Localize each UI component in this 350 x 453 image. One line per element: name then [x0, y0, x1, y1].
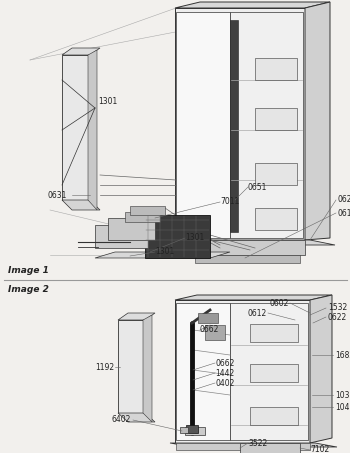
Text: 0631: 0631	[48, 191, 67, 199]
Text: 0602: 0602	[270, 299, 289, 308]
Bar	[180, 427, 188, 433]
Polygon shape	[143, 315, 152, 422]
Bar	[185, 427, 205, 435]
Text: 0662: 0662	[200, 326, 219, 334]
Text: Image 1: Image 1	[8, 266, 49, 275]
Bar	[255, 108, 297, 130]
Polygon shape	[230, 303, 308, 440]
Text: 1682: 1682	[335, 351, 350, 360]
Text: 1032: 1032	[335, 390, 350, 400]
Polygon shape	[95, 252, 230, 258]
Polygon shape	[118, 320, 145, 413]
Polygon shape	[198, 313, 218, 323]
Polygon shape	[145, 215, 210, 258]
Polygon shape	[230, 12, 303, 238]
Polygon shape	[62, 200, 100, 210]
Bar	[255, 58, 297, 80]
Polygon shape	[170, 240, 335, 245]
Bar	[250, 364, 298, 382]
Polygon shape	[195, 255, 300, 263]
Text: 6402: 6402	[112, 415, 131, 424]
Polygon shape	[88, 50, 97, 210]
Text: 0662: 0662	[215, 358, 235, 367]
Text: 1192: 1192	[95, 362, 114, 371]
Text: 0612: 0612	[248, 308, 267, 318]
Text: 1042: 1042	[335, 403, 350, 411]
Text: 1301: 1301	[98, 97, 117, 106]
Bar	[186, 425, 198, 433]
Polygon shape	[176, 303, 230, 440]
Text: 0402: 0402	[215, 379, 235, 387]
Polygon shape	[62, 55, 90, 200]
Polygon shape	[125, 212, 160, 222]
Polygon shape	[175, 2, 330, 8]
Bar	[250, 407, 298, 425]
Polygon shape	[305, 2, 330, 240]
Text: 3522: 3522	[248, 439, 267, 448]
Bar	[255, 163, 297, 185]
Text: 7011: 7011	[220, 198, 239, 207]
Text: 0651: 0651	[248, 183, 267, 192]
Polygon shape	[175, 8, 305, 240]
Polygon shape	[205, 325, 225, 340]
Text: Image 2: Image 2	[8, 285, 49, 294]
Bar	[250, 324, 298, 342]
Text: 0622: 0622	[328, 313, 347, 322]
Text: 0621: 0621	[338, 196, 350, 204]
Polygon shape	[176, 12, 230, 238]
Polygon shape	[176, 443, 310, 450]
Bar	[255, 208, 297, 230]
Polygon shape	[230, 20, 238, 232]
Polygon shape	[175, 300, 310, 443]
Polygon shape	[175, 295, 332, 300]
Text: 1301: 1301	[185, 233, 204, 242]
Polygon shape	[118, 313, 155, 320]
Polygon shape	[310, 295, 332, 443]
Text: 0611: 0611	[338, 208, 350, 217]
Text: 1532: 1532	[328, 304, 347, 313]
Text: 1301: 1301	[155, 247, 174, 256]
Polygon shape	[170, 443, 337, 447]
Polygon shape	[130, 206, 165, 215]
Polygon shape	[175, 240, 305, 255]
Polygon shape	[108, 218, 155, 240]
Polygon shape	[240, 443, 300, 453]
Polygon shape	[62, 48, 100, 55]
Polygon shape	[118, 413, 155, 422]
Polygon shape	[95, 225, 148, 248]
Text: 7102: 7102	[310, 445, 329, 453]
Text: 1442: 1442	[215, 368, 234, 377]
